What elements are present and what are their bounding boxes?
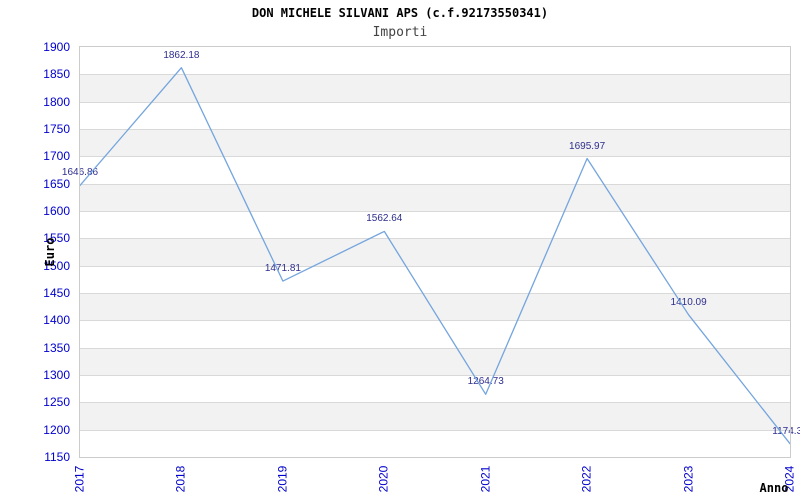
line-series [79, 67, 791, 445]
x-tick-label: 2019 [275, 465, 290, 493]
y-tick-label: 1150 [44, 450, 70, 464]
importi-line [79, 67, 791, 445]
plot-band [80, 293, 790, 321]
gridline [80, 183, 790, 185]
y-tick-label: 1250 [43, 395, 70, 410]
y-tick-label: 1350 [43, 340, 70, 355]
y-tick-label: 1900 [43, 40, 70, 54]
data-point-label: 1264.73 [467, 376, 504, 388]
gridline [80, 320, 790, 322]
data-point-label: 1471.81 [264, 263, 301, 275]
y-tick-label: 1450 [43, 286, 70, 300]
plot-band [80, 74, 790, 102]
gridline [80, 429, 790, 431]
gridline [80, 265, 790, 267]
data-point-label: 1695.97 [569, 140, 606, 152]
gridline [80, 156, 790, 158]
y-tick-label: 1200 [43, 422, 70, 437]
y-tick-label: 1300 [43, 368, 70, 382]
plot-band [80, 238, 790, 266]
gridline [80, 74, 790, 76]
x-tick-label: 2020 [376, 465, 391, 493]
gridline [80, 101, 790, 103]
plot-band [80, 129, 790, 157]
x-tick-label: 2018 [173, 465, 188, 493]
data-point-label: 1174.31 [772, 425, 800, 437]
gridline [80, 347, 790, 349]
y-tick-label: 1500 [43, 258, 70, 273]
x-tick-label: 2017 [72, 465, 87, 493]
x-tick-label: 2021 [478, 465, 493, 493]
x-tick-label: 2022 [579, 465, 594, 493]
y-tick-label: 1650 [43, 176, 70, 191]
x-tick-label: 2023 [681, 465, 696, 493]
plot-band [80, 402, 790, 430]
data-point-label: 1646.86 [61, 167, 99, 179]
gridline [80, 293, 790, 294]
chart-subtitle: Importi [372, 25, 428, 40]
data-point-label: 1410.09 [670, 296, 707, 308]
gridline [80, 402, 790, 404]
plot-band [80, 183, 790, 211]
y-tick-label: 1600 [43, 204, 70, 218]
gridline [80, 375, 790, 376]
chart-title: DON MICHELE SILVANI APS (c.f.92173550341… [251, 6, 549, 20]
y-tick-label: 1750 [43, 122, 70, 136]
plot-band [80, 347, 790, 375]
plot-area: 1646.86 1862.18 1471.81 1562.64 1264.73 1695.… [62, 47, 800, 457]
data-point-label: 1862.18 [163, 49, 200, 61]
gridline [80, 211, 790, 212]
y-tick-label: 1400 [43, 313, 70, 328]
y-tick-label: 1700 [43, 149, 70, 164]
x-axis-title: Anno [759, 481, 789, 495]
y-tick-label: 1850 [43, 67, 70, 82]
y-tick-label: 1550 [43, 231, 70, 246]
y-tick-label: 1800 [43, 94, 70, 109]
y-axis-title: Euro [43, 237, 57, 267]
gridline [80, 238, 790, 240]
gridline [80, 129, 790, 130]
data-point-label: 1562.64 [366, 213, 403, 225]
